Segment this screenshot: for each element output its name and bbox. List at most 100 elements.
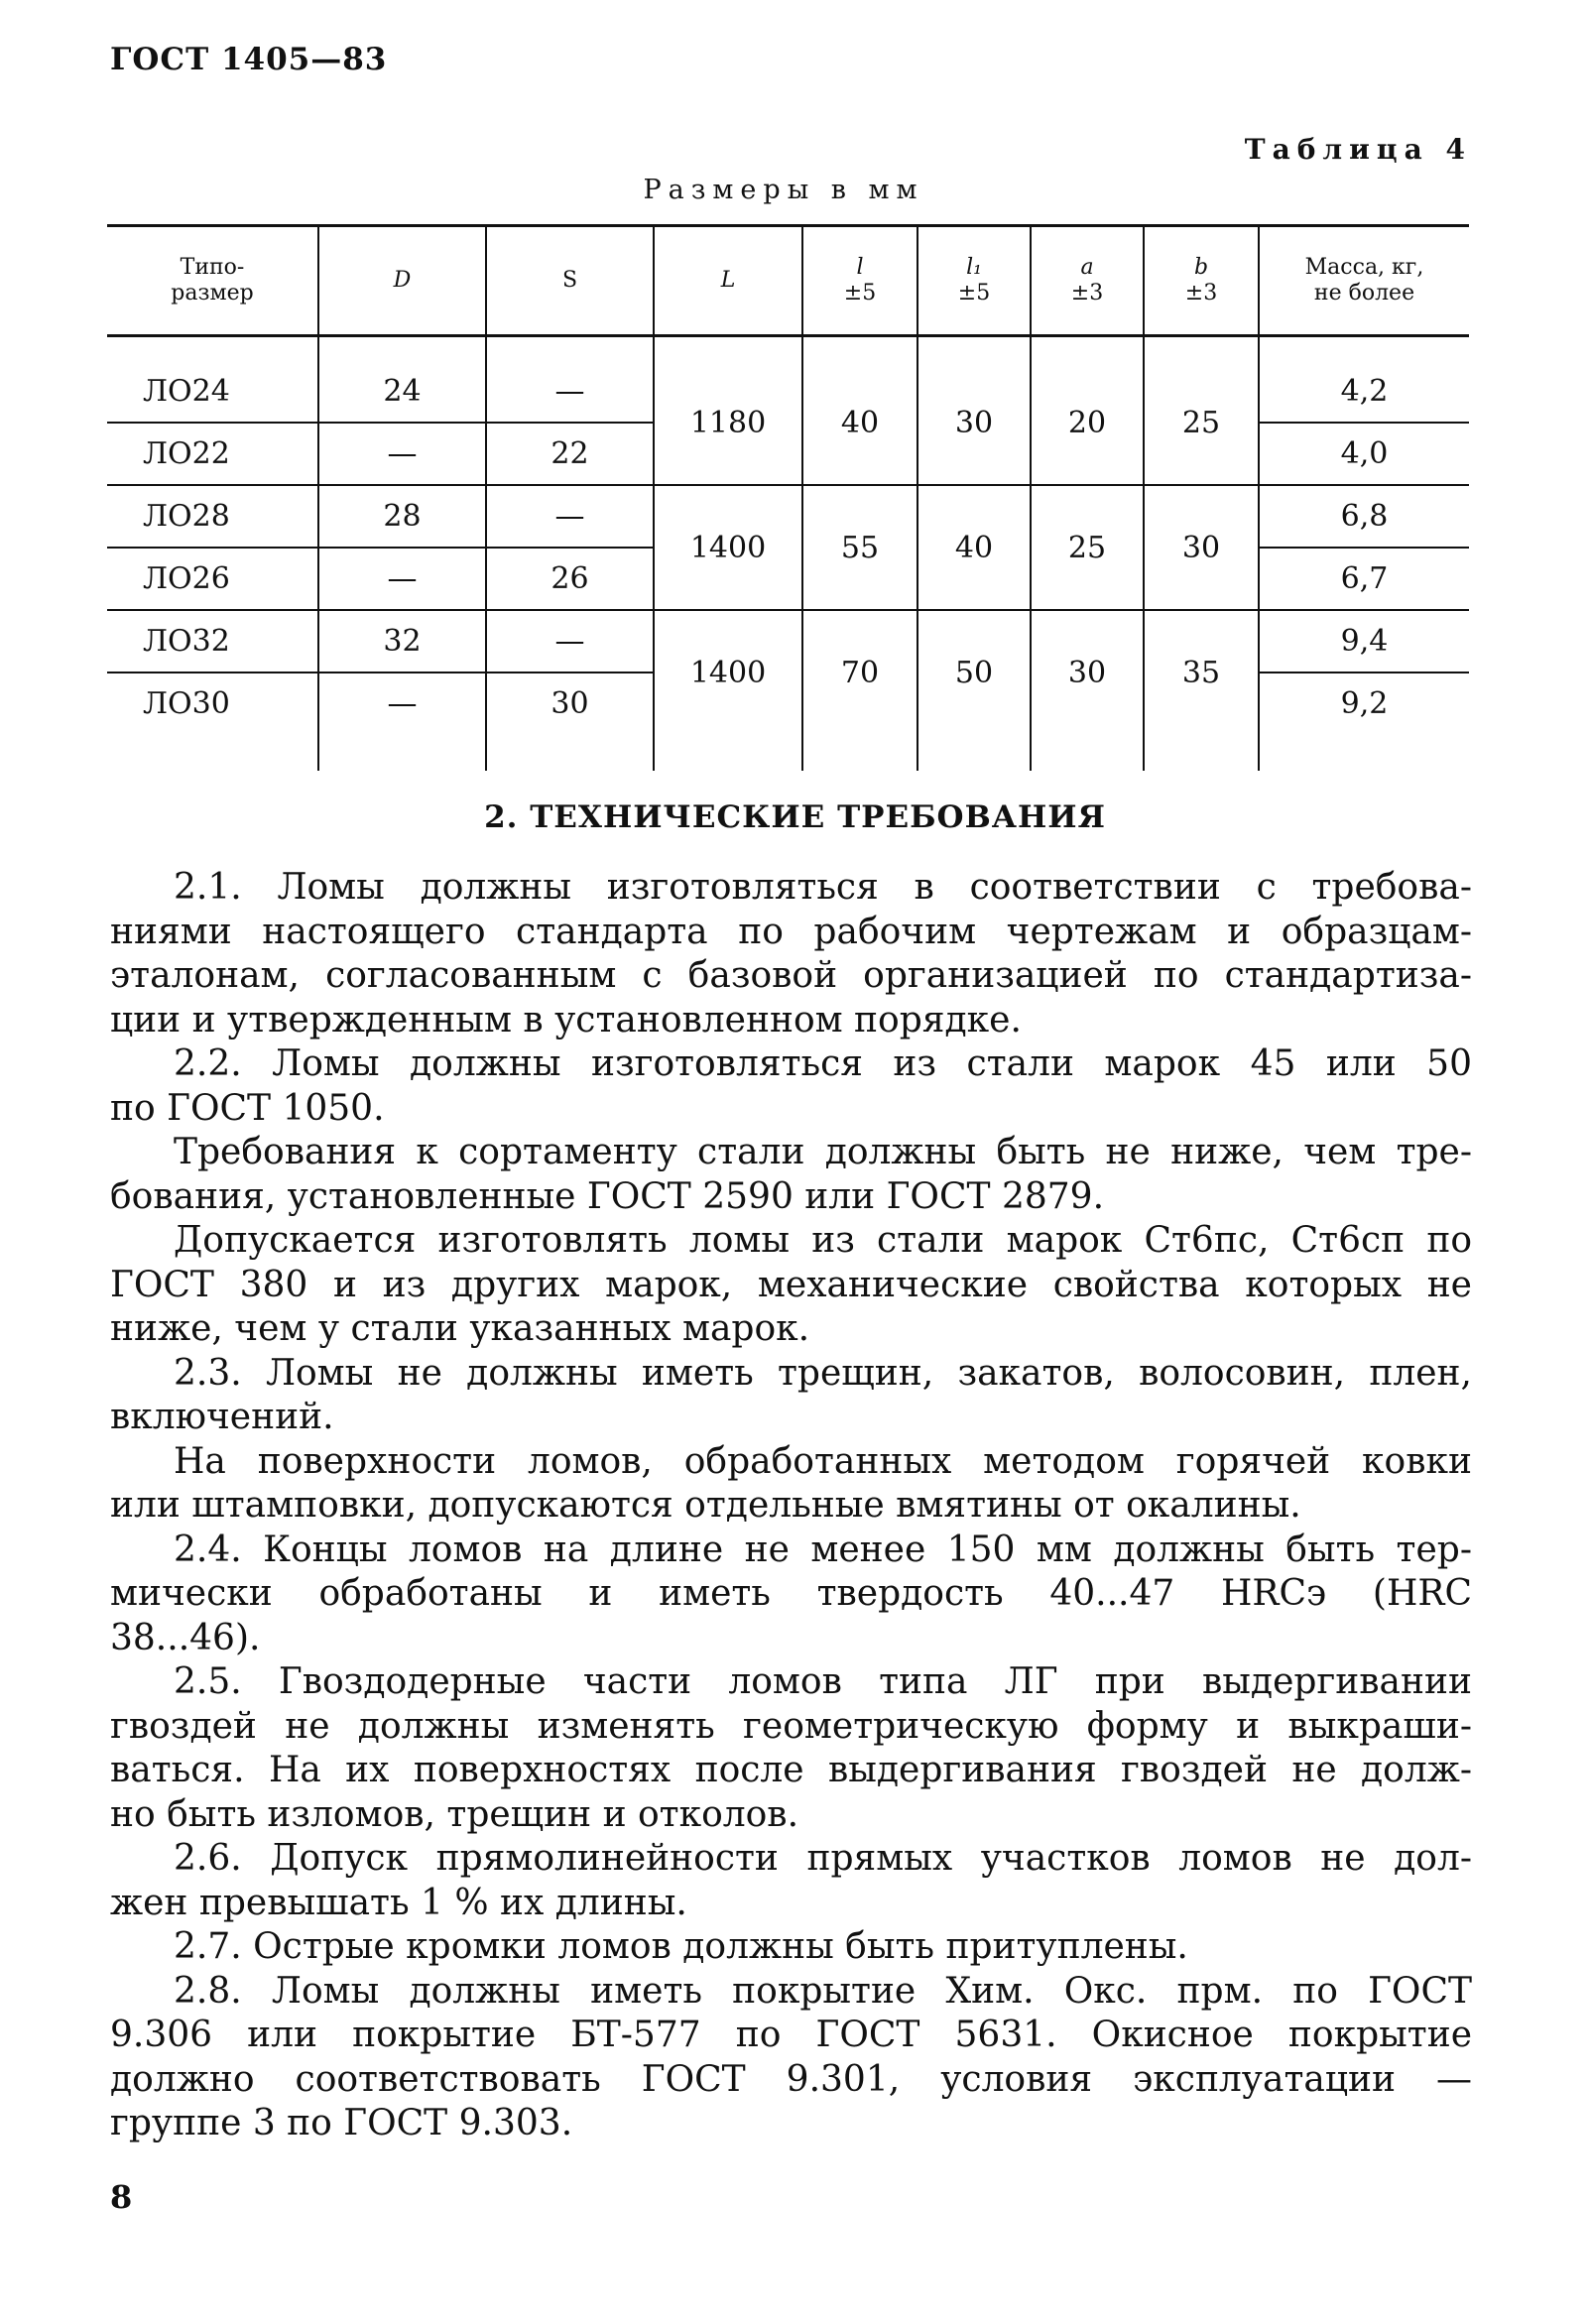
cell-l: 70 (801, 610, 917, 734)
text-line: по ГОСТ 1050. (110, 1087, 385, 1129)
text-line: включений. (110, 1397, 334, 1437)
cell-mass: 4,0 (1258, 423, 1469, 486)
text-line: 2.3. Ломы не должны иметь трещин, закато… (174, 1352, 1472, 1394)
cell-D: — (317, 548, 486, 611)
text-line: Допускается изготовлять ломы из стали ма… (174, 1220, 1472, 1261)
section-body: 2.1. Ломы должны изготовляться в соответ… (110, 866, 1472, 2146)
paragraph: 2.6. Допуск прямолинейности прямых участ… (110, 1837, 1472, 1925)
cell-b: 25 (1143, 361, 1259, 486)
col-header-b: b ±3 (1143, 225, 1259, 337)
cell-S: 26 (485, 548, 654, 611)
cell-a: 25 (1030, 485, 1144, 611)
text-line: гвоздей не должны изменять геометрическу… (110, 1705, 1472, 1747)
cell-L: 1400 (653, 610, 802, 734)
table-row: ЛО32 32—1400 70 50 30 35 9,4 (107, 610, 1469, 734)
cell-L: 1180 (653, 361, 802, 486)
table-label: Таблица 4 (1244, 133, 1472, 166)
text-line: должно соответствовать ГОСТ 9.301, услов… (110, 2058, 1472, 2100)
cell-mass: 9,4 (1258, 610, 1469, 673)
cell-l: 55 (801, 485, 917, 611)
text-line: ГОСТ 380 и из других марок, механические… (110, 1264, 1472, 1305)
table-row: ЛО26—26 6,7 (107, 548, 1469, 611)
cell-l1: 40 (917, 485, 1031, 611)
text-line: эталонам, согласованным с базовой органи… (110, 955, 1472, 996)
text-line: ниже, чем у стали указанных марок. (110, 1308, 810, 1349)
cell-D: 32 (317, 610, 486, 673)
cell-S: — (485, 485, 654, 549)
page-number: 8 (110, 2178, 133, 2216)
text-line: жен превышать 1 % их длины. (110, 1882, 687, 1923)
table-row: ЛО30 —30 9,2 (107, 673, 1469, 734)
paragraph: На поверхности ломов, обработанных метод… (110, 1440, 1472, 1529)
text-line: 2.5. Гвоздодерные части ломов типа ЛГ пр… (174, 1661, 1472, 1702)
text-line: 2.4. Концы ломов на длине не менее 150 м… (174, 1529, 1472, 1570)
cell-type: ЛО24 (107, 361, 318, 424)
text-line: 2.1. Ломы должны изготовляться в соответ… (174, 867, 1472, 908)
text-line: ции и утвержденным в установленном поряд… (110, 999, 1022, 1040)
text-line: 9.306 или покрытие БТ-577 по ГОСТ 5631. … (110, 2015, 1472, 2055)
text-line: 38...46). (110, 1617, 261, 1658)
paragraph: 2.3. Ломы не должны иметь трещин, закато… (110, 1352, 1472, 1440)
text-line: 2.6. Допуск прямолинейности прямых участ… (174, 1838, 1472, 1879)
text-line: группе 3 по ГОСТ 9.303. (110, 2103, 573, 2143)
cell-D: 24 (317, 361, 486, 424)
cell-S: 30 (485, 673, 654, 734)
text-line: На поверхности ломов, обработанных метод… (174, 1440, 1472, 1482)
paragraph: 2.4. Концы ломов на длине не менее 150 м… (110, 1529, 1472, 1661)
cell-a: 20 (1030, 361, 1144, 486)
table-spacer (107, 335, 1469, 361)
text-line: но быть изломов, трещин и отколов. (110, 1793, 799, 1835)
table-row: ЛО28 28—1400 55 40 25 30 6,8 (107, 485, 1469, 611)
table-row: ЛО22—22 4,0 (107, 423, 1469, 486)
cell-S: — (485, 361, 654, 424)
paragraph: 2.8. Ломы должны иметь покрытие Хим. Окс… (110, 1970, 1472, 2146)
col-header-L: L (653, 225, 802, 337)
col-header-D: D (317, 225, 486, 337)
paragraph: Допускается изготовлять ломы из стали ма… (110, 1219, 1472, 1352)
paragraph: 2.2. Ломы должны изготовляться из стали … (110, 1042, 1472, 1131)
table-row: ЛО24 24—1180 40 30 20 25 4,2 (107, 361, 1469, 486)
text-line: ваться. На их поверхностях после выдерги… (110, 1750, 1472, 1790)
text-line: ниями настоящего стандарта по рабочим че… (110, 911, 1472, 952)
col-header-l1: l₁ ±5 (917, 225, 1031, 337)
table-header-row: Типо-размер D S L l ±5 l₁ ±5 a ±3 b ±3 Масса… (107, 225, 1469, 337)
paragraph: Требования к сортаменту стали должны быт… (110, 1131, 1472, 1219)
cell-mass: 6,7 (1258, 548, 1469, 611)
cell-type: ЛО22 (107, 423, 318, 486)
col-header-S: S (485, 225, 654, 337)
dimensions-table: Типо-размер D S L l ±5 l₁ ±5 a ±3 b ±3 Масса… (107, 224, 1469, 771)
table-units: Размеры в мм (643, 175, 924, 205)
cell-type: ЛО32 (107, 610, 318, 673)
cell-D: 28 (317, 485, 486, 549)
cell-type: ЛО26 (107, 548, 318, 611)
paragraph: 2.5. Гвоздодерные части ломов типа ЛГ пр… (110, 1660, 1472, 1837)
text-line: 2.8. Ломы должны иметь покрытие Хим. Окс… (174, 1970, 1472, 2012)
paragraph: 2.7. Острые кромки ломов должны быть при… (110, 1925, 1472, 1970)
text-line: 2.2. Ломы должны изготовляться из стали … (174, 1043, 1472, 1084)
col-header-l: l ±5 (801, 225, 917, 337)
cell-mass: 9,2 (1258, 673, 1469, 734)
cell-b: 30 (1143, 485, 1259, 611)
text-line: или штамповки, допускаются отдельные вмя… (110, 1485, 1301, 1526)
section-heading: 2. ТЕХНИЧЕСКИЕ ТРЕБОВАНИЯ (484, 799, 1106, 835)
cell-S: 22 (485, 423, 654, 486)
cell-mass: 6,8 (1258, 485, 1469, 549)
cell-l: 40 (801, 361, 917, 486)
cell-L: 1400 (653, 485, 802, 611)
cell-b: 35 (1143, 610, 1259, 734)
text-line: мически обработаны и иметь твердость 40.… (110, 1573, 1472, 1614)
table-spacer (107, 734, 1469, 771)
text-line: 2.7. Острые кромки ломов должны быть при… (174, 1926, 1188, 1967)
text-line: бования, установленные ГОСТ 2590 или ГОС… (110, 1175, 1105, 1217)
cell-type: ЛО30 (143, 686, 230, 721)
cell-l1: 50 (917, 610, 1031, 734)
cell-a: 30 (1030, 610, 1144, 734)
cell-D: — (317, 423, 486, 486)
standard-designation: ГОСТ 1405—83 (110, 42, 388, 77)
paragraph: 2.1. Ломы должны изготовляться в соответ… (110, 866, 1472, 1042)
col-header-a: a ±3 (1030, 225, 1144, 337)
cell-D: — (317, 673, 486, 734)
col-header-type: Типо-размер (107, 225, 318, 337)
cell-S: — (485, 610, 654, 673)
cell-type: ЛО28 (107, 485, 318, 549)
